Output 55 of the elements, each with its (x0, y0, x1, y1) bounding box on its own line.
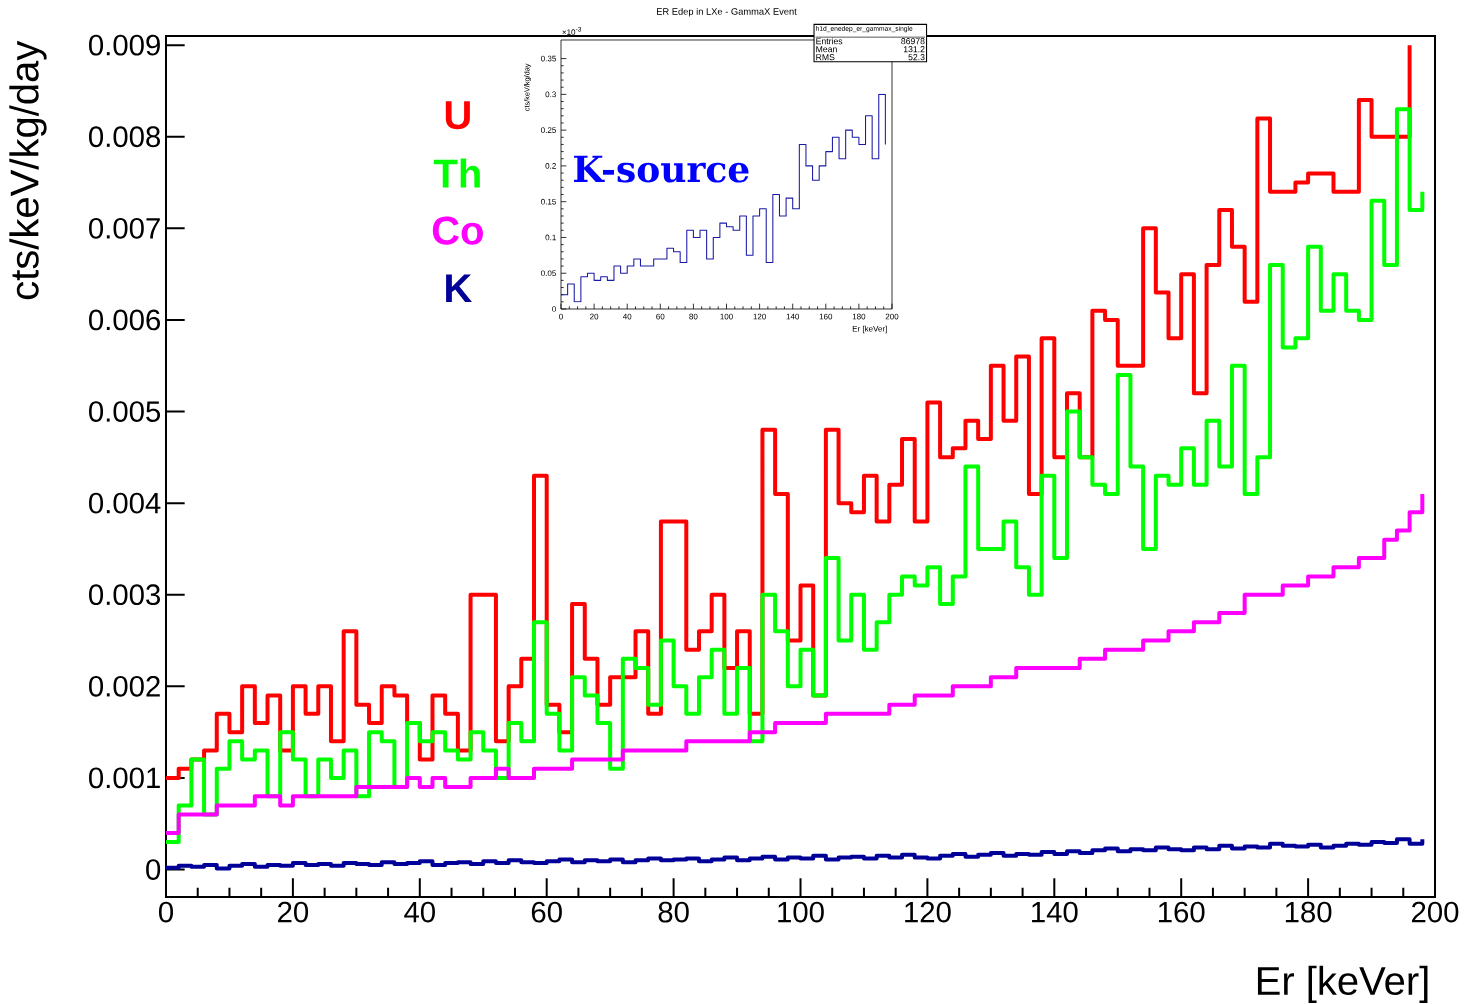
text: Co (432, 216, 483, 245)
x-tick-label: 100 (778, 901, 824, 923)
y-tick-label: 0.005 (89, 401, 161, 422)
y-tick-label: 0.007 (89, 217, 160, 239)
y-tick-label: 0.35 (541, 55, 556, 62)
x-tick-label: 120 (753, 313, 766, 320)
y-tick-label: 0.004 (89, 492, 161, 514)
x-tick-label: 200 (1412, 901, 1459, 923)
x-tick-label: 160 (819, 313, 833, 320)
x-tick-label: 20 (278, 901, 309, 923)
y-tick-label: 0.05 (541, 270, 556, 277)
text: Th (433, 158, 480, 188)
annotation: RMS (816, 54, 835, 61)
annotation: 131.2 (903, 46, 925, 53)
x-tick-label: 140 (786, 313, 800, 320)
y-tick-label: 0.001 (89, 767, 160, 789)
x-tick-label: 100 (720, 313, 733, 320)
x-tick-label: 80 (658, 901, 689, 923)
y-tick-label: 0.15 (541, 198, 556, 205)
y-tick-label: 0 (146, 859, 161, 880)
annotation: Mean (816, 46, 837, 53)
annotation: Entries (816, 37, 843, 45)
y-tick-label: 0.1 (545, 234, 556, 241)
y-tick-label: 0.2 (545, 163, 556, 169)
x-tick-label: 80 (689, 313, 698, 320)
x-tick-label: 60 (656, 313, 665, 320)
chart-title: ER Edep in LXe - GammaX Event (656, 7, 797, 17)
x-tick-label: 20 (590, 313, 599, 320)
y-tick-label: 0.002 (89, 675, 160, 697)
x-axis-title: Er [keVer] (852, 325, 887, 334)
x-tick-label: 60 (531, 901, 562, 923)
annotation: 86978 (901, 38, 925, 45)
x-tick-label: 180 (1285, 901, 1332, 923)
y-tick-label: 0.009 (89, 34, 160, 56)
annotation: 52.3 (908, 54, 925, 61)
y-tick-label: 0.006 (89, 309, 160, 331)
annotation: K-source (574, 155, 749, 183)
x-tick-label: 40 (622, 313, 632, 320)
x-tick-label: 0 (559, 313, 563, 320)
text: ×10$^{-3}$ (562, 26, 582, 36)
text: K (446, 274, 472, 303)
y-tick-label: 0 (552, 306, 556, 312)
x-tick-label: 140 (1032, 901, 1078, 923)
x-axis-title: Er [keVer] (1257, 965, 1428, 1003)
x-tick-label: 160 (1158, 901, 1205, 923)
x-tick-label: 200 (885, 313, 899, 320)
text: U (445, 101, 470, 130)
x-tick-label: 40 (404, 901, 435, 923)
y-tick-label: 0.25 (541, 127, 556, 133)
y-axis-title: cts/keV/kg/day (9, 40, 47, 300)
y-tick-label: 0.003 (89, 584, 160, 606)
x-tick-label: 180 (852, 313, 866, 320)
y-tick-label: 0.008 (89, 126, 160, 148)
x-tick-label: 120 (905, 901, 951, 923)
y-tick-label: 0.3 (545, 91, 556, 98)
